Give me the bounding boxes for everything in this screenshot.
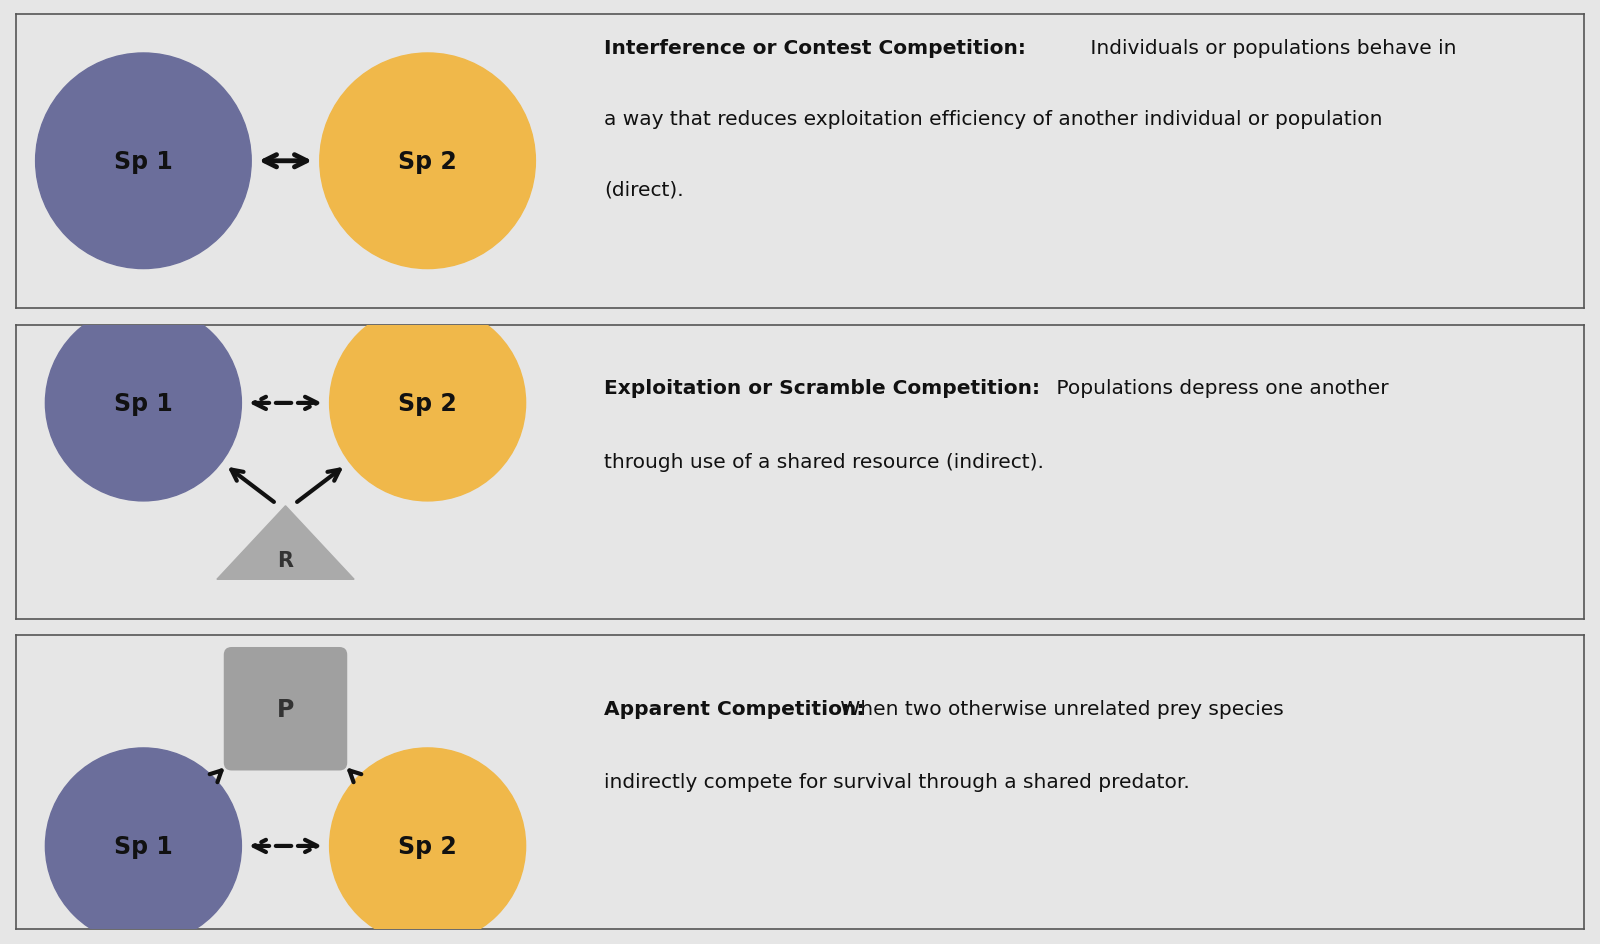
Text: Apparent Competition:: Apparent Competition: — [605, 700, 864, 718]
Text: Exploitation or Scramble Competition:: Exploitation or Scramble Competition: — [605, 379, 1040, 398]
Text: a way that reduces exploitation efficiency of another individual or population: a way that reduces exploitation efficien… — [605, 110, 1382, 128]
Text: Sp 1: Sp 1 — [114, 392, 173, 415]
Text: Sp 2: Sp 2 — [398, 834, 458, 858]
Text: (direct).: (direct). — [605, 180, 683, 199]
Text: Populations depress one another: Populations depress one another — [1050, 379, 1389, 398]
Text: Sp 2: Sp 2 — [398, 149, 458, 174]
Text: When two otherwise unrelated prey species: When two otherwise unrelated prey specie… — [834, 700, 1285, 718]
Circle shape — [320, 54, 536, 269]
Text: Interference or Contest Competition:: Interference or Contest Competition: — [605, 40, 1026, 59]
Circle shape — [35, 54, 251, 269]
Text: Individuals or populations behave in: Individuals or populations behave in — [1085, 40, 1456, 59]
Text: R: R — [277, 550, 293, 570]
Circle shape — [45, 306, 242, 501]
Text: Sp 1: Sp 1 — [114, 834, 173, 858]
Circle shape — [330, 749, 525, 944]
Text: Sp 2: Sp 2 — [398, 392, 458, 415]
Text: Sp 1: Sp 1 — [114, 149, 173, 174]
Text: through use of a shared resource (indirect).: through use of a shared resource (indire… — [605, 452, 1043, 471]
Circle shape — [330, 306, 525, 501]
Text: P: P — [277, 697, 294, 721]
Text: indirectly compete for survival through a shared predator.: indirectly compete for survival through … — [605, 772, 1190, 792]
Circle shape — [45, 749, 242, 944]
FancyBboxPatch shape — [224, 648, 347, 770]
Polygon shape — [218, 506, 354, 580]
